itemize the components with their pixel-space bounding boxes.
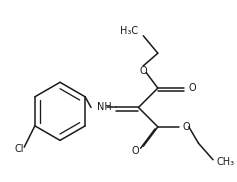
Text: O: O bbox=[132, 146, 139, 156]
Text: CH₃: CH₃ bbox=[217, 157, 235, 167]
Text: O: O bbox=[140, 66, 147, 76]
Text: H₃C: H₃C bbox=[120, 26, 138, 36]
Text: NH: NH bbox=[97, 102, 112, 112]
Text: Cl: Cl bbox=[15, 144, 24, 154]
Text: O: O bbox=[189, 83, 196, 93]
Text: O: O bbox=[182, 122, 190, 132]
